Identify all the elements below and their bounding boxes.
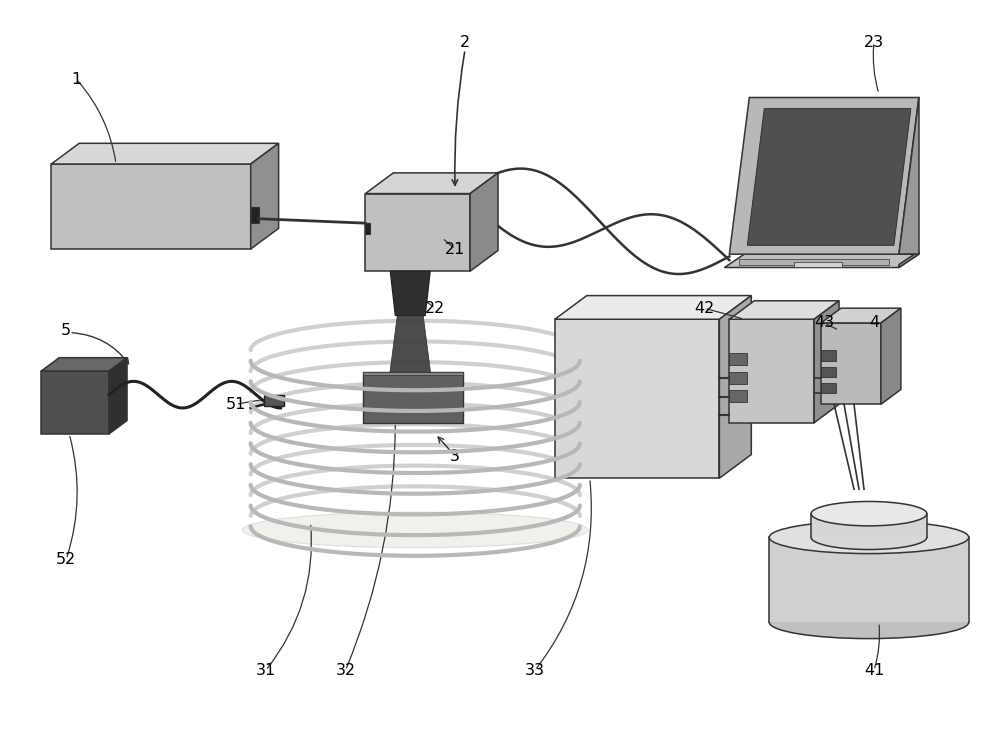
Polygon shape <box>363 372 463 375</box>
Text: 1: 1 <box>71 71 81 87</box>
Polygon shape <box>729 390 747 402</box>
Text: 21: 21 <box>445 242 465 257</box>
Text: 42: 42 <box>694 301 715 315</box>
Polygon shape <box>821 383 836 393</box>
Polygon shape <box>41 371 109 434</box>
Polygon shape <box>365 194 470 272</box>
Polygon shape <box>769 537 969 623</box>
Polygon shape <box>729 301 839 319</box>
Polygon shape <box>41 358 127 371</box>
Polygon shape <box>729 319 814 423</box>
Polygon shape <box>724 255 919 268</box>
Text: 43: 43 <box>814 315 834 330</box>
Text: 23: 23 <box>864 35 884 50</box>
Text: 2: 2 <box>460 35 470 50</box>
Polygon shape <box>814 301 839 423</box>
Polygon shape <box>555 319 719 478</box>
Polygon shape <box>821 350 836 361</box>
Polygon shape <box>251 207 259 223</box>
Bar <box>739 260 889 266</box>
Polygon shape <box>811 513 927 537</box>
Ellipse shape <box>769 521 969 554</box>
Polygon shape <box>899 97 919 255</box>
Text: 3: 3 <box>450 448 460 464</box>
Polygon shape <box>365 173 498 194</box>
Polygon shape <box>251 143 279 249</box>
Polygon shape <box>51 164 251 249</box>
Polygon shape <box>821 308 901 323</box>
Polygon shape <box>719 295 751 478</box>
Text: 52: 52 <box>56 552 76 567</box>
Polygon shape <box>729 353 747 365</box>
Text: 33: 33 <box>525 663 545 678</box>
Polygon shape <box>109 358 127 434</box>
Polygon shape <box>747 108 911 246</box>
Text: 51: 51 <box>226 397 246 412</box>
Bar <box>264 395 284 407</box>
Polygon shape <box>385 315 435 408</box>
Ellipse shape <box>242 512 588 548</box>
Polygon shape <box>365 223 370 234</box>
Text: 41: 41 <box>864 663 884 678</box>
Polygon shape <box>821 323 881 404</box>
Polygon shape <box>390 272 430 315</box>
Polygon shape <box>881 308 901 404</box>
Text: 5: 5 <box>61 323 71 338</box>
Polygon shape <box>363 372 463 423</box>
Polygon shape <box>555 295 751 319</box>
Ellipse shape <box>769 606 969 639</box>
Polygon shape <box>899 252 919 268</box>
Text: 4: 4 <box>869 315 879 330</box>
Text: 22: 22 <box>425 301 445 315</box>
Polygon shape <box>729 97 919 255</box>
Polygon shape <box>729 372 747 384</box>
Text: 32: 32 <box>335 663 355 678</box>
Polygon shape <box>51 143 279 164</box>
Bar <box>794 263 842 267</box>
Polygon shape <box>470 173 498 272</box>
Polygon shape <box>821 367 836 377</box>
Ellipse shape <box>811 525 927 550</box>
Ellipse shape <box>811 502 927 526</box>
Text: 31: 31 <box>256 663 276 678</box>
